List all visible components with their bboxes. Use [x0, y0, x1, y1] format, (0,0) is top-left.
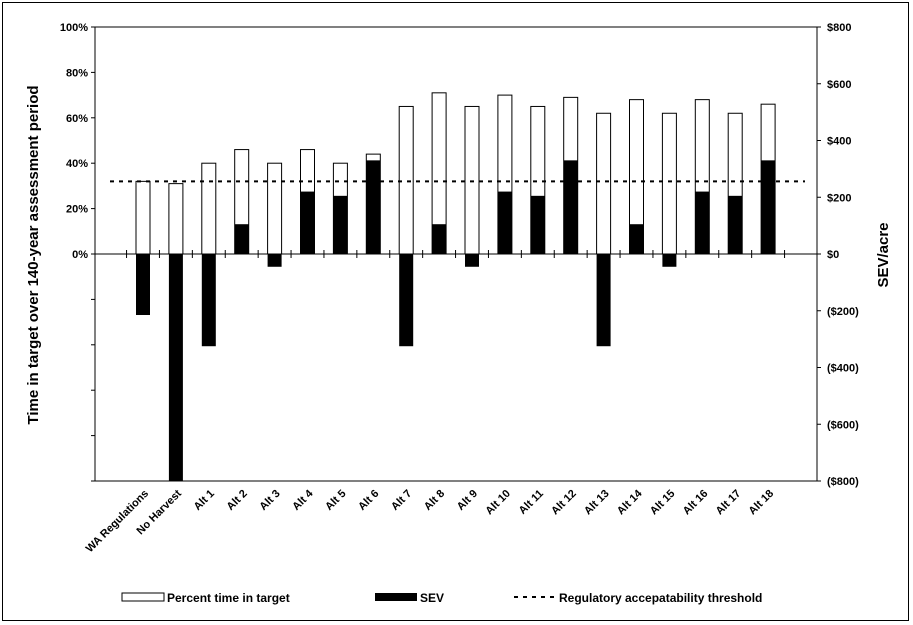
sev-bar	[136, 254, 150, 316]
y2-tick-label: $400	[827, 136, 851, 148]
sev-bar	[465, 254, 479, 267]
y2-axis-label: SEV/acre	[875, 222, 892, 287]
sev-bar	[333, 195, 348, 254]
sev-bar	[662, 254, 677, 267]
legend-label-percent: Percent time in target	[167, 591, 290, 605]
sev-bar	[168, 254, 183, 481]
sev-bar	[596, 254, 611, 347]
y2-tick-label: $0	[827, 249, 839, 261]
category-label: Alt 3	[257, 488, 282, 513]
sev-bar	[201, 254, 216, 347]
y2-tick-label: $200	[827, 192, 851, 204]
y2-tick-label: $600	[827, 79, 851, 91]
y2-tick-label: $800	[827, 22, 851, 34]
legend: Percent time in target SEV Regulatory ac…	[121, 591, 762, 605]
percent-bar	[135, 180, 151, 255]
category-label: Alt 2	[224, 488, 249, 513]
category-label: Alt 1	[192, 488, 217, 513]
legend-swatch-percent	[121, 592, 165, 602]
category-label: Alt 4	[290, 487, 316, 513]
sev-bar	[728, 195, 743, 254]
y-tick-label: 0%	[72, 249, 88, 261]
category-label: Alt 5	[323, 488, 348, 513]
category-label: Alt 11	[517, 488, 546, 517]
sev-bar	[761, 160, 776, 254]
y-tick-label: 60%	[66, 113, 88, 125]
sev-bar	[267, 254, 282, 267]
y2-tick-label: ($400)	[827, 363, 859, 375]
percent-bar	[661, 112, 677, 255]
y2-tick-label: ($200)	[827, 306, 859, 318]
category-label: Alt 6	[356, 488, 381, 513]
sev-bar	[530, 195, 545, 254]
legend-label-sev: SEV	[420, 591, 444, 605]
sev-bar	[399, 254, 414, 347]
category-label: Alt 9	[455, 488, 480, 513]
y-tick-label: 40%	[66, 158, 88, 170]
y-axis-label: Time in target over 140-year assessment …	[25, 85, 42, 424]
category-label: Alt 10	[483, 488, 513, 518]
axes-layer	[91, 26, 821, 482]
percent-bar	[201, 162, 217, 255]
y-tick-label: 100%	[60, 22, 88, 34]
sev-bar	[300, 191, 315, 254]
category-label: Alt 15	[648, 488, 678, 518]
y2-tick-label: ($600)	[827, 419, 859, 431]
category-label: Alt 8	[422, 488, 447, 513]
sev-bar	[366, 160, 381, 254]
y-tick-label: 80%	[66, 67, 88, 79]
legend-label-threshold: Regulatory accepatability threshold	[559, 591, 762, 605]
category-label: Alt 17	[714, 488, 744, 518]
percent-bar	[464, 105, 480, 255]
category-label: Alt 14	[615, 487, 645, 517]
sev-bar	[629, 224, 644, 254]
y2-tick-label: ($800)	[827, 476, 859, 488]
percent-bar	[267, 162, 283, 255]
percent-bar	[168, 183, 184, 255]
bars-layer	[110, 92, 805, 481]
category-label: Alt 12	[549, 488, 579, 518]
category-label: Alt 18	[747, 488, 777, 518]
sev-bar	[234, 224, 249, 254]
category-label: Alt 13	[582, 488, 612, 518]
legend-swatch-sev	[375, 593, 417, 601]
sev-bar	[497, 191, 512, 254]
sev-bar	[563, 160, 578, 254]
sev-bar	[695, 191, 710, 254]
category-label: Alt 7	[389, 488, 414, 513]
percent-bar	[398, 105, 414, 255]
sev-bar	[432, 224, 447, 254]
y-tick-label: 20%	[66, 204, 88, 216]
percent-bar	[596, 112, 612, 255]
category-label: Alt 16	[681, 488, 711, 518]
